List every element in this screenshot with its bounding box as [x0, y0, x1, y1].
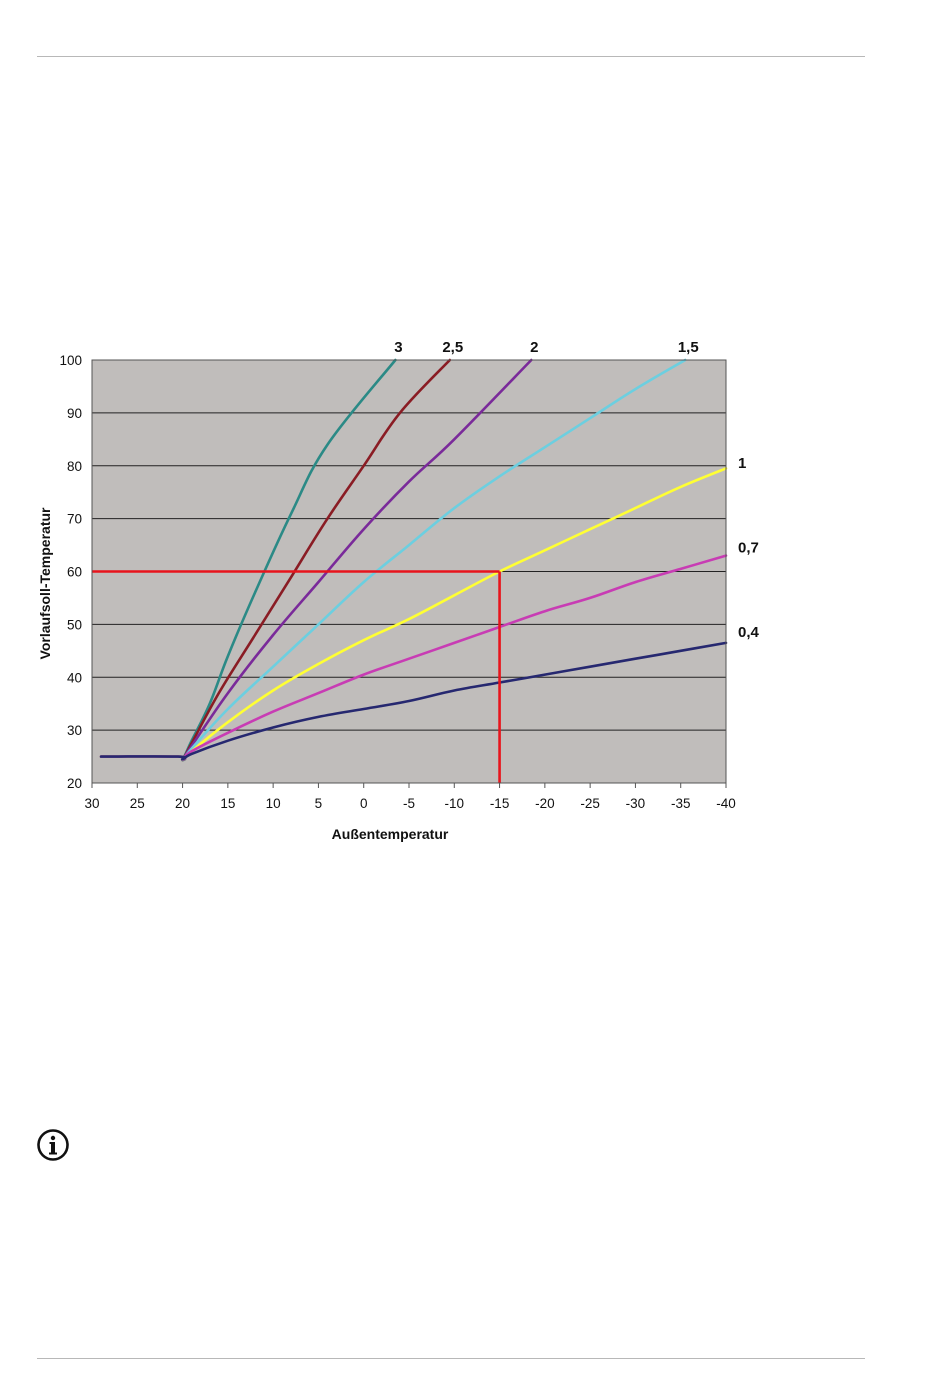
- header-rule: [37, 56, 865, 57]
- curve-label-3: 3: [394, 339, 402, 356]
- x-tick--40: -40: [716, 796, 736, 811]
- x-tick-20: 20: [175, 796, 190, 811]
- x-tick-25: 25: [130, 796, 145, 811]
- curve-label-2: 2: [530, 339, 538, 356]
- y-tick-90: 90: [67, 406, 82, 421]
- y-tick-100: 100: [59, 353, 82, 368]
- y-tick-80: 80: [67, 459, 82, 474]
- series-group: [99, 358, 728, 762]
- footer-rule: [37, 1358, 865, 1359]
- curve-labels: 3 2,5 2 1,5 1 0,7 0,4: [394, 339, 759, 641]
- y-tick-50: 50: [67, 617, 82, 632]
- x-tick--35: -35: [671, 796, 691, 811]
- curve-label-1: 1: [738, 455, 746, 472]
- x-tick-0: 0: [360, 796, 368, 811]
- curve-label-2-5: 2,5: [442, 339, 463, 356]
- x-axis-title: Außentemperatur: [332, 826, 449, 842]
- y-tick-70: 70: [67, 512, 82, 527]
- y-tick-40: 40: [67, 670, 82, 685]
- y-axis-title: Vorlaufsoll-Temperatur: [37, 507, 53, 660]
- x-tick-labels: 30 25 20 15 10 5 0 -5 -10 -15 -20 -25 -30 -35 -40: [84, 783, 736, 811]
- x-tick--15: -15: [490, 796, 510, 811]
- x-tick--10: -10: [445, 796, 465, 811]
- x-tick--5: -5: [403, 796, 415, 811]
- y-tick-60: 60: [67, 565, 82, 580]
- x-tick-5: 5: [315, 796, 323, 811]
- series-line-0-4: [99, 641, 728, 761]
- info-icon: [37, 1129, 69, 1161]
- curve-label-0-7: 0,7: [738, 539, 759, 556]
- reference-lines: [92, 570, 501, 783]
- x-tick-15: 15: [220, 796, 235, 811]
- y-tick-20: 20: [67, 776, 82, 791]
- y-tick-30: 30: [67, 723, 82, 738]
- y-tick-labels: 20 30 40 50 60 70 80 90 100: [59, 353, 82, 791]
- x-tick--30: -30: [626, 796, 646, 811]
- curve-label-1-5: 1,5: [678, 339, 699, 356]
- x-tick-30: 30: [84, 796, 99, 811]
- x-tick-10: 10: [266, 796, 281, 811]
- curve-label-0-4: 0,4: [738, 624, 760, 641]
- x-tick--25: -25: [580, 796, 600, 811]
- x-tick--20: -20: [535, 796, 555, 811]
